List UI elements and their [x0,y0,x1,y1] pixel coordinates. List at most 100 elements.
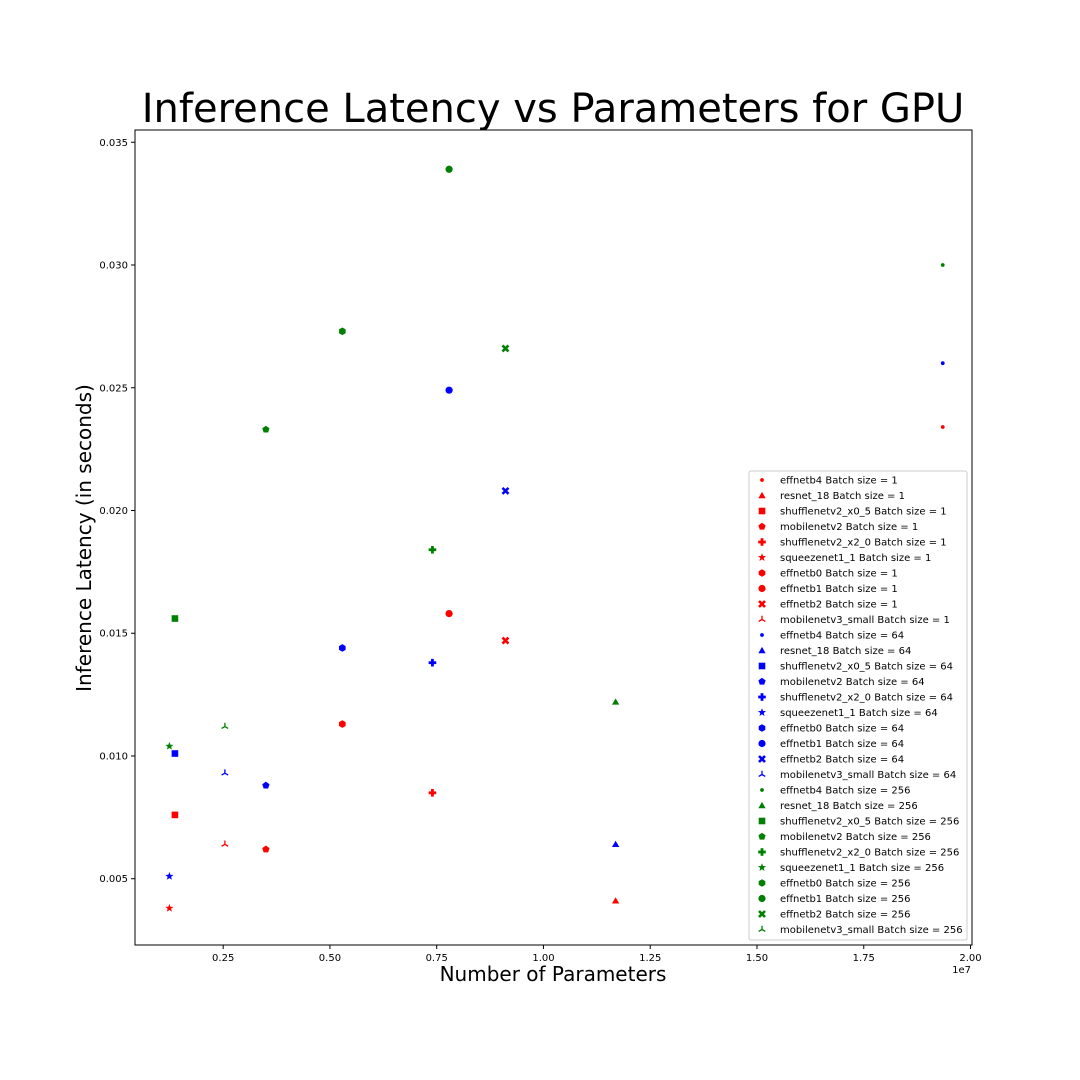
data-point-plus [428,545,437,554]
legend-label: effnetb2 Batch size = 1 [780,600,898,611]
legend-item: effnetb1 Batch size = 256 [758,894,910,905]
legend-marker-star [757,863,767,871]
legend-marker-plus [758,693,766,701]
legend-label: effnetb0 Batch size = 1 [780,569,898,580]
x-tick-label: 1.75 [853,953,875,964]
y-axis-label: Inference Latency (in seconds) [72,384,96,692]
legend-marker-point [760,788,764,792]
legend-item: squeezenet1_1 Batch size = 256 [757,863,944,874]
x-axis-label: Number of Parameters [440,962,667,986]
legend-label: shufflenetv2_x0_5 Batch size = 64 [780,662,953,673]
data-point-hexagon [339,327,346,336]
data-point-point [940,263,945,267]
legend-marker-pentagon [758,522,766,530]
legend-marker-hexagon [758,569,766,577]
legend-item: mobilenetv3_small Batch size = 1 [758,615,950,626]
legend-label: shufflenetv2_x0_5 Batch size = 1 [780,507,947,518]
legend-item: resnet_18 Batch size = 64 [758,646,911,657]
legend-label: squeezenet1_1 Batch size = 256 [780,863,944,874]
legend-marker-x [758,910,766,918]
legend-box [748,470,968,941]
legend-label: mobilenetv2 Batch size = 64 [780,677,925,688]
legend-marker-plus [758,538,766,546]
legend-label: effnetb1 Batch size = 64 [780,739,904,750]
data-point-pentagon [262,425,270,433]
y-tick-label: 0.005 [99,874,128,885]
data-point-pentagon [262,845,270,853]
legend-label: resnet_18 Batch size = 1 [780,491,905,502]
legend-item: mobilenetv3_small Batch size = 64 [758,770,956,781]
legend-marker-square [758,662,766,670]
data-point-pentagon [262,781,270,789]
legend-marker-triangle [758,491,766,499]
legend-item: shufflenetv2_x0_5 Batch size = 64 [758,662,953,673]
data-point-tri_down [221,840,229,847]
legend-item: effnetb4 Batch size = 64 [760,631,904,642]
data-point-circle [445,609,453,618]
legend-marker-hexagon [758,724,766,732]
legend-item: resnet_18 Batch size = 1 [758,491,905,502]
data-point-square [171,811,179,819]
x-axis-offset-label: 1e7 [952,965,971,976]
legend-label: resnet_18 Batch size = 64 [780,646,911,657]
legend-item: effnetb1 Batch size = 64 [758,739,904,750]
legend-item: mobilenetv2 Batch size = 1 [758,522,918,533]
y-tick-label: 0.010 [99,751,128,762]
y-tick-label: 0.035 [99,138,128,149]
data-point-square [171,750,179,757]
legend-marker-tri_down [758,770,766,777]
legend-item: resnet_18 Batch size = 256 [758,801,918,812]
legend-label: effnetb0 Batch size = 64 [780,724,904,735]
y-tick-label: 0.020 [99,506,128,517]
plot-area-frame [134,129,973,946]
data-point-tri_down [221,722,229,729]
legend-item: effnetb2 Batch size = 1 [758,600,898,611]
legend: effnetb4 Batch size = 1 resnet_18 Batch s… [748,470,968,941]
legend-item: effnetb4 Batch size = 256 [760,786,910,797]
legend-item: shufflenetv2_x0_5 Batch size = 256 [758,817,959,828]
data-point-star [165,871,174,880]
legend-item: effnetb2 Batch size = 256 [758,910,910,921]
legend-marker-tri_down [758,925,766,932]
legend-item: effnetb2 Batch size = 64 [758,755,904,766]
legend-marker-x [758,600,766,608]
legend-label: effnetb0 Batch size = 256 [780,879,910,890]
legend-item: mobilenetv3_small Batch size = 256 [758,925,963,936]
legend-label: shufflenetv2_x2_0 Batch size = 1 [780,538,947,549]
legend-marker-star [757,553,767,561]
legend-label: mobilenetv3_small Batch size = 256 [780,925,963,936]
legend-label: squeezenet1_1 Batch size = 1 [780,553,931,564]
y-tick-label: 0.015 [99,629,128,640]
legend-label: mobilenetv3_small Batch size = 64 [780,770,956,781]
legend-marker-square [758,817,766,825]
x-tick-label: 2.00 [959,953,981,964]
chart-title: Inference Latency vs Parameters for GPU [142,86,965,132]
data-point-circle [445,386,453,394]
legend-marker-star [757,708,767,716]
legend-label: effnetb4 Batch size = 1 [780,476,898,487]
legend-marker-triangle [758,646,766,654]
legend-item: effnetb1 Batch size = 1 [758,584,898,595]
legend-label: squeezenet1_1 Batch size = 64 [780,708,938,719]
legend-item: shufflenetv2_x2_0 Batch size = 64 [758,693,953,704]
data-point-x [501,486,510,495]
legend-label: effnetb1 Batch size = 1 [780,584,898,595]
data-point-hexagon [339,720,346,728]
legend-item: effnetb4 Batch size = 1 [760,476,898,487]
data-point-square [171,615,179,622]
data-point-plus [428,658,437,667]
legend-marker-circle [758,584,766,593]
data-point-star [165,903,174,912]
legend-item: shufflenetv2_x0_5 Batch size = 1 [758,507,947,518]
legend-marker-point [760,633,764,637]
data-point-plus [428,789,437,797]
x-tick-label: 1.25 [639,953,661,964]
legend-label: effnetb4 Batch size = 256 [780,786,910,797]
legend-marker-pentagon [758,832,766,840]
y-tick-label: 0.025 [99,383,128,394]
data-point-triangle [612,840,620,848]
legend-marker-plus [758,848,766,856]
legend-marker-circle [758,894,766,903]
legend-marker-square [758,507,766,515]
